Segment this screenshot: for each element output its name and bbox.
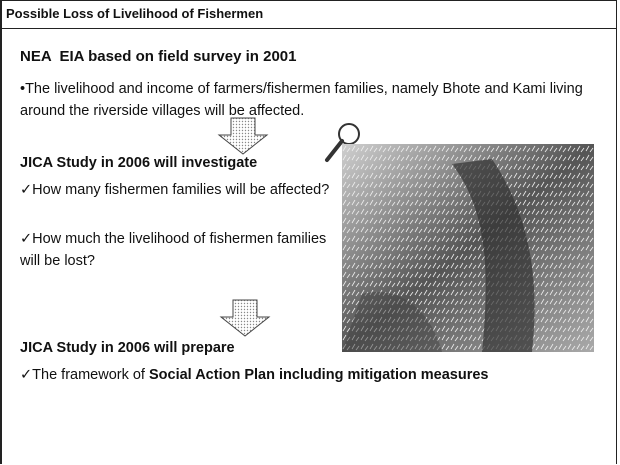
section-heading: JICA Study in 2006 will prepare bbox=[20, 340, 235, 356]
slide: Possible Loss of Livelihood of Fishermen… bbox=[0, 0, 617, 464]
check-item: ✓How much the livelihood of fishermen fa… bbox=[20, 228, 335, 272]
down-arrow bbox=[219, 299, 271, 337]
bullet-text: •The livelihood and income of farmers/fi… bbox=[20, 78, 610, 122]
item-emphasis: Social Action Plan including mitigation … bbox=[149, 367, 488, 383]
slide-title: Possible Loss of Livelihood of Fishermen bbox=[6, 6, 263, 21]
section-heading: NEA EIA based on field survey in 2001 bbox=[20, 48, 296, 65]
title-rule bbox=[2, 28, 617, 29]
river-photo bbox=[342, 144, 594, 352]
check-item: ✓How many fishermen families will be aff… bbox=[20, 179, 335, 201]
item-text: ✓The framework of bbox=[20, 367, 149, 383]
check-item: ✓The framework of Social Action Plan inc… bbox=[20, 364, 540, 386]
section-heading: JICA Study in 2006 will investigate bbox=[20, 155, 257, 171]
down-arrow bbox=[217, 117, 269, 155]
